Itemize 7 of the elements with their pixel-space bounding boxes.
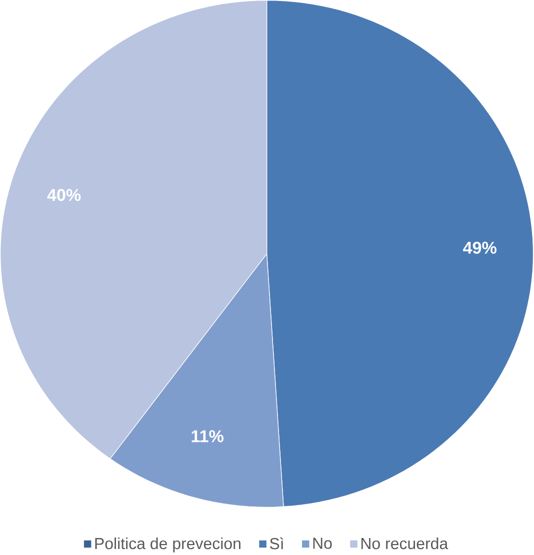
legend-label: Politica de prevecion: [95, 537, 241, 552]
data-label: 11%: [192, 430, 224, 442]
legend-label: No recuerda: [362, 537, 448, 550]
data-label: 40%: [47, 188, 81, 202]
data-label: 49%: [463, 242, 497, 254]
legend-label: Sì: [270, 537, 284, 550]
legend-label: No: [314, 538, 332, 549]
